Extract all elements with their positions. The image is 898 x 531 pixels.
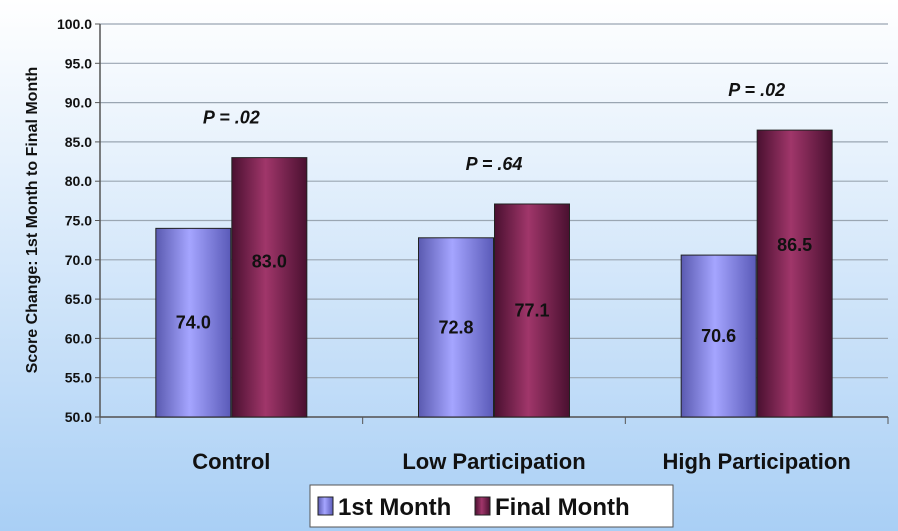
data-label: 70.6 [701,326,736,346]
y-tick-label: 90.0 [65,95,92,111]
bar-1st-month [418,237,494,418]
y-tick-label: 65.0 [65,291,92,307]
legend-swatch [474,496,491,516]
y-tick-label: 70.0 [65,252,92,268]
y-tick-label: 80.0 [65,173,92,189]
y-tick-label: 50.0 [65,409,92,425]
data-label: 77.1 [514,300,549,320]
legend-box [309,484,674,528]
data-label: 86.5 [777,235,812,255]
y-tick-label: 100.0 [57,16,92,32]
y-axis-label: Score Change: 1st Month to Final Month [24,67,41,374]
bar-final-month [756,129,833,418]
y-tick-label: 95.0 [65,55,92,71]
data-label: 83.0 [252,251,287,271]
p-value-annotation: P = .02 [203,108,260,128]
y-tick-label: 60.0 [65,330,92,346]
bar-final-month [494,203,570,418]
bar-1st-month [155,227,232,418]
y-tick-label: 55.0 [65,370,92,386]
y-tick-label: 75.0 [65,213,92,229]
legend-label: 1st Month [338,494,451,521]
data-label: 72.8 [438,317,473,337]
data-label: 74.0 [176,313,211,333]
legend-label: Final Month [495,494,630,521]
y-tick-label: 85.0 [65,134,92,150]
p-value-annotation: P = .02 [728,80,785,100]
bar-final-month [231,157,308,418]
x-tick-label: Control [192,449,270,474]
bar-1st-month [680,254,757,418]
x-tick-label: Low Participation [402,449,585,474]
x-tick-label: High Participation [663,449,851,474]
p-value-annotation: P = .64 [466,154,523,174]
legend-swatch [317,496,334,516]
